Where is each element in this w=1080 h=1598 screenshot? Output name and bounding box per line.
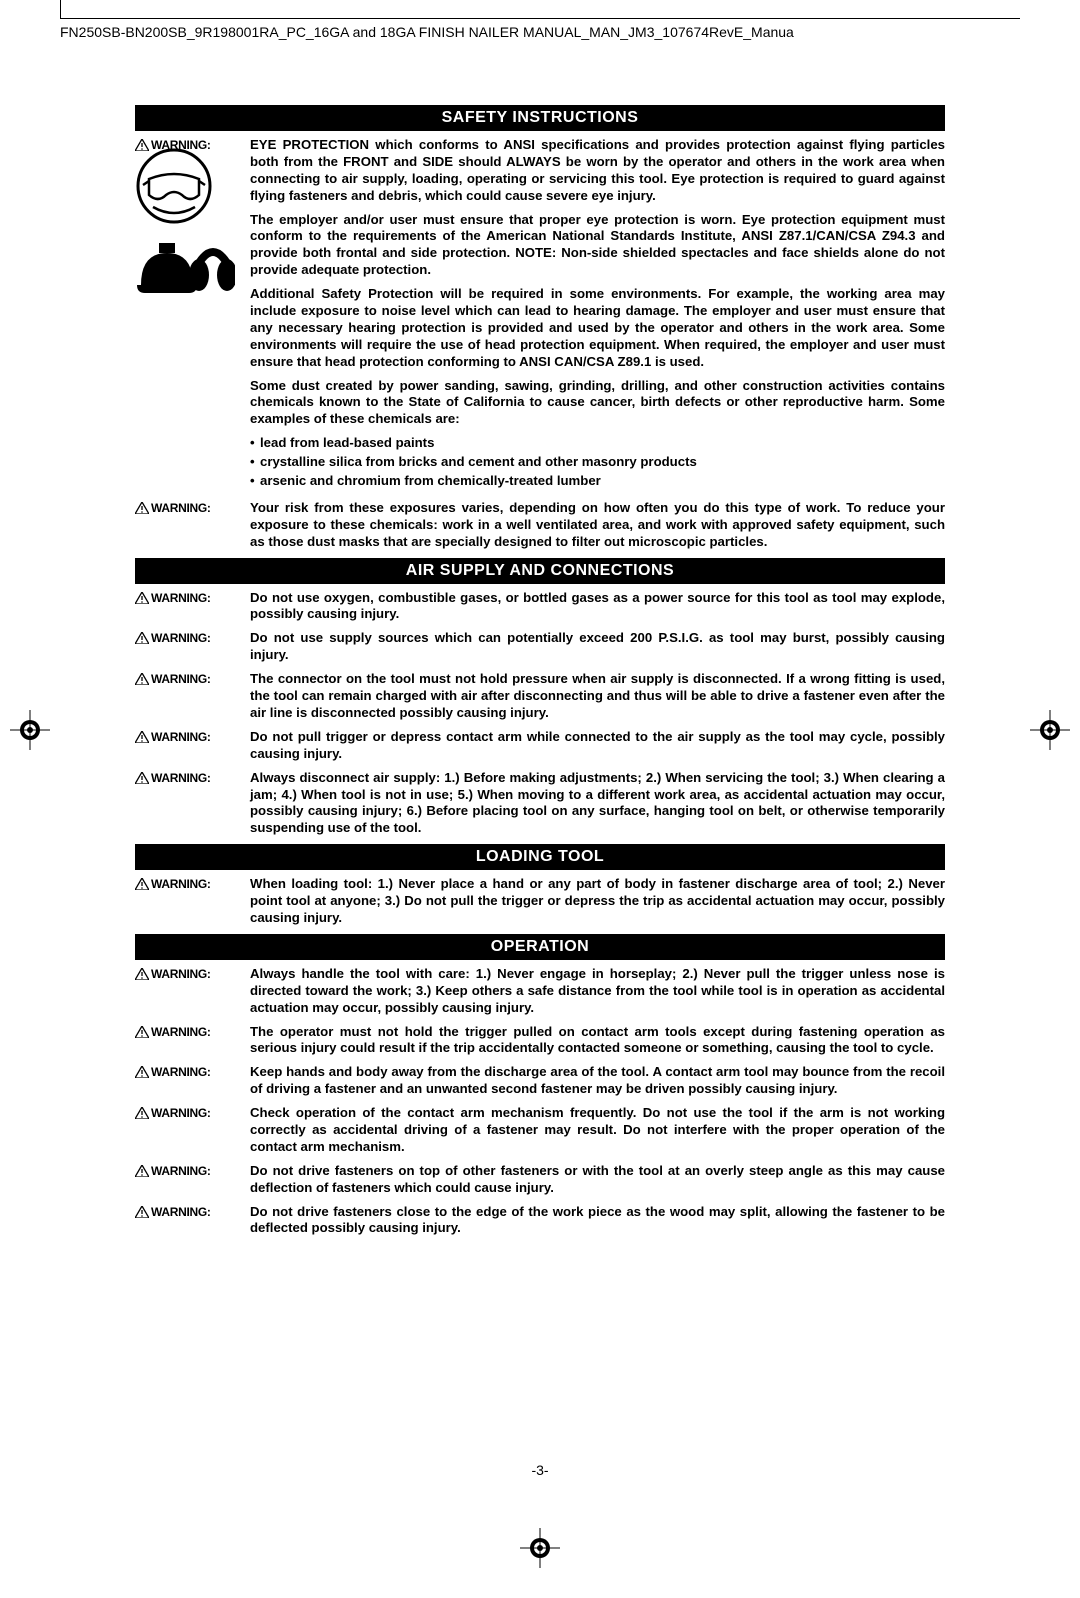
loading-p1: When loading tool: 1.) Never place a han… [250, 876, 945, 927]
op-p2: The operator must not hold the trigger p… [250, 1024, 945, 1058]
warning-label: WARNING: [135, 967, 211, 981]
warning-label: WARNING: [135, 771, 211, 785]
air-row-3: WARNING: The connector on the tool must … [135, 671, 945, 722]
page-number: -3- [135, 1462, 945, 1478]
air-p1: Do not use oxygen, combustible gases, or… [250, 590, 945, 624]
air-row-5: WARNING: Always disconnect air supply: 1… [135, 770, 945, 838]
safety-row-5: WARNING: Your risk from these exposures … [135, 500, 945, 551]
safety-row-2: The employer and/or user must ensure tha… [135, 212, 945, 280]
crop-mark [60, 0, 100, 40]
loading-row-1: WARNING: When loading tool: 1.) Never pl… [135, 876, 945, 927]
air-p3: The connector on the tool must not hold … [250, 671, 945, 722]
header-rule [60, 18, 1020, 19]
registration-mark-left [10, 710, 50, 750]
safety-p5: Your risk from these exposures varies, d… [250, 500, 945, 551]
hardhat-earmuff-icon [135, 235, 235, 305]
op-row-4: WARNING: Check operation of the contact … [135, 1105, 945, 1156]
op-p3: Keep hands and body away from the discha… [250, 1064, 945, 1098]
safety-bullet-3: •arsenic and chromium from chemically-tr… [250, 473, 945, 490]
warning-label: WARNING: [135, 591, 211, 605]
air-row-2: WARNING: Do not use supply sources which… [135, 630, 945, 664]
air-p2: Do not use supply sources which can pote… [250, 630, 945, 664]
safety-icons [135, 145, 235, 313]
header-filename: FN250SB-BN200SB_9R198001RA_PC_16GA and 1… [60, 24, 1080, 40]
page-content: SAFETY INSTRUCTIONS WARNING: EYE PROTECT… [135, 105, 945, 1438]
registration-mark-right [1030, 710, 1070, 750]
air-p4: Do not pull trigger or depress contact a… [250, 729, 945, 763]
op-row-5: WARNING: Do not drive fasteners on top o… [135, 1163, 945, 1197]
safety-row-1: WARNING: EYE PROTECTION which conforms t… [135, 137, 945, 205]
section-header-loading: LOADING TOOL [135, 844, 945, 870]
safety-p3: Additional Safety Protection will be req… [250, 286, 945, 370]
warning-label: WARNING: [135, 1025, 211, 1039]
air-row-1: WARNING: Do not use oxygen, combustible … [135, 590, 945, 624]
warning-label: WARNING: [135, 631, 211, 645]
air-row-4: WARNING: Do not pull trigger or depress … [135, 729, 945, 763]
section-header-safety: SAFETY INSTRUCTIONS [135, 105, 945, 131]
warning-label: WARNING: [135, 1065, 211, 1079]
op-row-1: WARNING: Always handle the tool with car… [135, 966, 945, 1017]
warning-label: WARNING: [135, 672, 211, 686]
safety-p2: The employer and/or user must ensure tha… [250, 212, 945, 280]
warning-label: WARNING: [135, 730, 211, 744]
safety-bullet-1: •lead from lead-based paints [250, 435, 945, 452]
op-p1: Always handle the tool with care: 1.) Ne… [250, 966, 945, 1017]
warning-label: WARNING: [135, 1106, 211, 1120]
warning-label: WARNING: [135, 1205, 211, 1219]
op-row-2: WARNING: The operator must not hold the … [135, 1024, 945, 1058]
warning-label: WARNING: [135, 877, 211, 891]
safety-p4: Some dust created by power sanding, sawi… [250, 378, 945, 429]
registration-mark-bottom [520, 1528, 560, 1568]
op-row-6: WARNING: Do not drive fasteners close to… [135, 1204, 945, 1238]
safety-bullet-2: •crystalline silica from bricks and ceme… [250, 454, 945, 471]
warning-label: WARNING: [135, 1164, 211, 1178]
safety-row-3: Additional Safety Protection will be req… [135, 286, 945, 370]
op-row-3: WARNING: Keep hands and body away from t… [135, 1064, 945, 1098]
op-p5: Do not drive fasteners on top of other f… [250, 1163, 945, 1197]
air-p5: Always disconnect air supply: 1.) Before… [250, 770, 945, 838]
op-p6: Do not drive fasteners close to the edge… [250, 1204, 945, 1238]
section-header-operation: OPERATION [135, 934, 945, 960]
goggles-icon [135, 145, 213, 227]
safety-p1: EYE PROTECTION which conforms to ANSI sp… [250, 137, 945, 205]
warning-label: WARNING: [135, 501, 211, 515]
section-header-air: AIR SUPPLY AND CONNECTIONS [135, 558, 945, 584]
op-p4: Check operation of the contact arm mecha… [250, 1105, 945, 1156]
safety-row-4: Some dust created by power sanding, sawi… [135, 378, 945, 429]
